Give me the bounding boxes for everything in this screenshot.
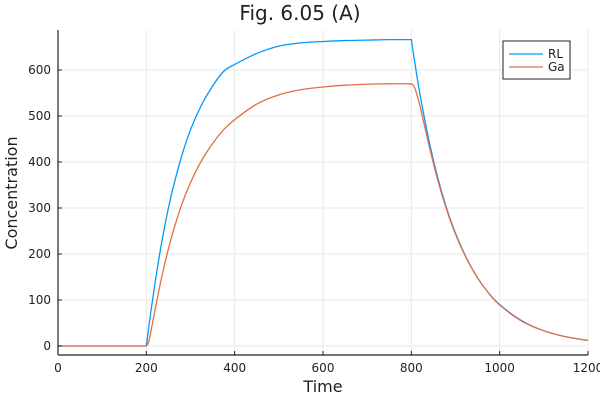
x-tick-label: 1200 bbox=[573, 361, 600, 375]
y-tick-label: 0 bbox=[43, 339, 51, 353]
x-axis-ticks: 0 200 400 600 800 1000 1200 bbox=[54, 351, 600, 375]
legend-box bbox=[502, 40, 571, 80]
y-tick-label: 300 bbox=[28, 201, 51, 215]
legend-label-rl: RL bbox=[548, 47, 563, 61]
x-tick-label: 200 bbox=[135, 361, 158, 375]
y-axis-ticks: 0 100 200 300 400 500 600 bbox=[28, 63, 62, 353]
x-tick-label: 400 bbox=[223, 361, 246, 375]
x-tick-label: 0 bbox=[54, 361, 62, 375]
y-axis-label: Concentration bbox=[2, 136, 21, 249]
x-tick-label: 600 bbox=[312, 361, 335, 375]
series-line-ga bbox=[58, 83, 589, 347]
chart-title: Fig. 6.05 (A) bbox=[239, 1, 361, 25]
y-tick-label: 500 bbox=[28, 109, 51, 123]
data-series bbox=[58, 38, 589, 347]
x-tick-label: 800 bbox=[400, 361, 423, 375]
x-tick-label: 1000 bbox=[484, 361, 515, 375]
y-tick-label: 200 bbox=[28, 247, 51, 261]
y-tick-label: 400 bbox=[28, 155, 51, 169]
y-tick-label: 600 bbox=[28, 63, 51, 77]
legend-label-ga: Ga bbox=[548, 60, 565, 74]
x-axis-label: Time bbox=[302, 377, 342, 396]
y-tick-label: 100 bbox=[28, 293, 51, 307]
